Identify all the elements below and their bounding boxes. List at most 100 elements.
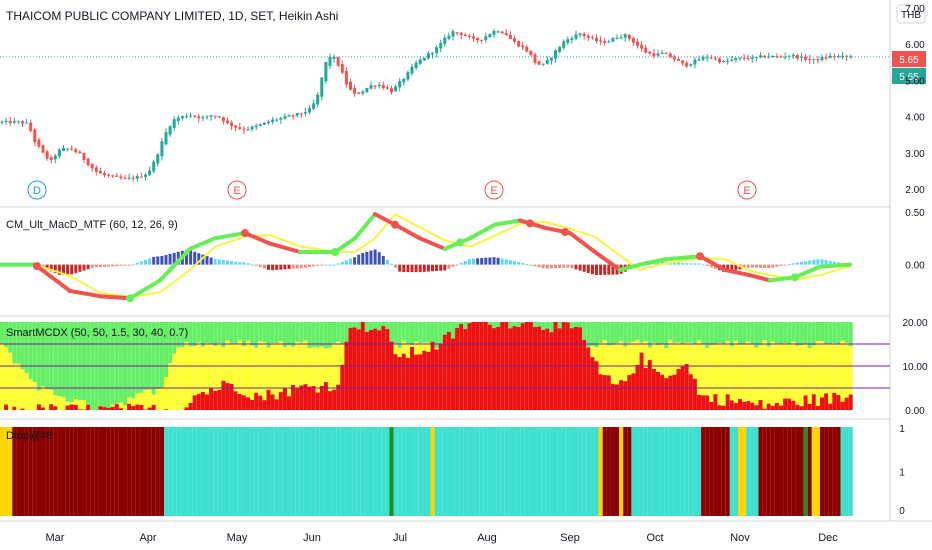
mcdx-bar-bottom [373, 328, 378, 410]
event-marker-circle[interactable] [737, 180, 757, 200]
mcdx-bar-bottom [98, 406, 103, 410]
mcdx-bar-bottom [20, 408, 25, 410]
indicator-4-bar [492, 427, 497, 516]
candle-body [595, 37, 598, 42]
mcdx-bar-bottom [274, 399, 279, 410]
mcdx-bar-bottom [586, 347, 591, 410]
macd-histogram-bar [812, 259, 816, 265]
macd-histogram-bar [254, 264, 258, 266]
macd-histogram-bar [746, 264, 750, 268]
indicator-4-bar [385, 427, 390, 516]
time-axis-month-label: Oct [646, 532, 663, 544]
mcdx-bar-bottom [598, 374, 603, 410]
mcdx-bar-mid [127, 397, 132, 404]
candle-body [406, 72, 410, 80]
event-marker-label[interactable]: D [33, 185, 41, 197]
event-marker[interactable]: E [484, 180, 504, 200]
indicator-4-bar [77, 427, 82, 516]
mcdx-bar-mid [840, 340, 845, 402]
indicator-4-bar [647, 427, 652, 516]
event-marker[interactable]: D [27, 180, 47, 200]
event-marker-circle[interactable] [484, 180, 504, 200]
mcdx-bar-top [725, 322, 730, 341]
mcdx-bar-mid [164, 377, 168, 410]
candle-body [590, 37, 594, 39]
mcdx-pane[interactable] [0, 322, 890, 410]
indicator-4-bar [475, 427, 480, 516]
macd-signal-line [0, 212, 851, 298]
candle-body [439, 42, 443, 49]
mcdx-bar-mid [815, 340, 820, 406]
candle-body [640, 44, 644, 49]
currency-badge[interactable]: THB [901, 10, 921, 21]
mcdx-bar-top [533, 322, 537, 328]
mcdx-bar-mid [110, 404, 115, 407]
indicator-4-bar [98, 427, 103, 516]
mcdx-bar-top [332, 322, 337, 344]
indicator-4-bar [774, 427, 779, 516]
macd-histogram-bar [759, 264, 762, 268]
mcdx-bar-top [627, 322, 632, 343]
event-marker-label[interactable]: E [743, 185, 750, 197]
indicator-4-bar [557, 427, 562, 516]
mcdx-bar-top [586, 322, 591, 348]
macd-histogram-bar [238, 262, 242, 265]
indicator-4-bar [295, 427, 300, 516]
macd-line-segment [418, 236, 447, 251]
mcdx-bar-top [147, 322, 152, 390]
mcdx-bar-top [623, 322, 628, 347]
macd-histogram-bar [685, 263, 689, 265]
mcdx-bar-bottom [615, 384, 619, 410]
macd-histogram-bar [525, 264, 529, 266]
event-marker-circle[interactable] [27, 180, 47, 200]
mcdx-bar-bottom [774, 403, 779, 410]
mcdx-bar-top [246, 322, 250, 341]
mcdx-bar-mid [168, 363, 173, 410]
mcdx-bar-top [151, 322, 156, 395]
event-marker-label[interactable]: E [233, 185, 240, 197]
event-marker-circle[interactable] [227, 180, 247, 200]
event-marker-label[interactable]: E [490, 185, 497, 197]
macd-histogram-bar [381, 255, 385, 265]
candle-body [549, 58, 553, 61]
currency-badge-box[interactable] [896, 4, 926, 24]
macd-histogram-bar [418, 264, 422, 273]
candle-body [78, 151, 82, 154]
mcdx-bar-top [65, 322, 70, 402]
indicator-4-bar [623, 427, 628, 516]
mcdx-bar-mid [397, 347, 402, 358]
macd-pane[interactable] [0, 212, 853, 303]
mcdx-bar-top [241, 322, 246, 346]
indicator-4-bar [762, 427, 767, 516]
mcdx-bar-bottom [291, 385, 296, 410]
mcdx-bar-top [69, 322, 74, 402]
candle-body [369, 85, 373, 89]
macd-histogram-bar [750, 264, 754, 268]
mcdx-bar-top [438, 322, 443, 345]
candle-body [410, 66, 414, 74]
mcdx-bar-mid [323, 348, 328, 383]
mcdx-bar-top [557, 322, 562, 329]
macd-histogram-bar [816, 259, 820, 265]
mcdx-bar-mid [426, 342, 431, 352]
mcdx-bar-bottom [643, 367, 648, 410]
indicator-4-bar [844, 427, 849, 516]
time-axis[interactable]: Mar Apr May Jun Jul Aug Sep Oct Nov Dec [46, 532, 839, 544]
mcdx-bar-bottom [717, 405, 722, 410]
mcdx-bar-mid [807, 348, 812, 404]
macd-histogram-bar [480, 258, 484, 265]
macd-line-segment [333, 236, 357, 254]
macd-histogram-bar [62, 264, 65, 275]
mcdx-bar-top [705, 322, 710, 348]
indicator-4-bar [504, 427, 509, 516]
macd-histogram-bar [689, 263, 693, 265]
mcdx-bar-mid [701, 344, 706, 396]
candle-body [336, 57, 340, 66]
event-marker[interactable]: E [227, 180, 247, 200]
indicator-pane-4[interactable] [0, 427, 853, 516]
mcdx-bar-mid [762, 340, 767, 409]
event-marker[interactable]: E [737, 180, 757, 200]
macd-histogram-bar [156, 256, 160, 265]
time-axis-month-label: Jun [303, 532, 321, 544]
